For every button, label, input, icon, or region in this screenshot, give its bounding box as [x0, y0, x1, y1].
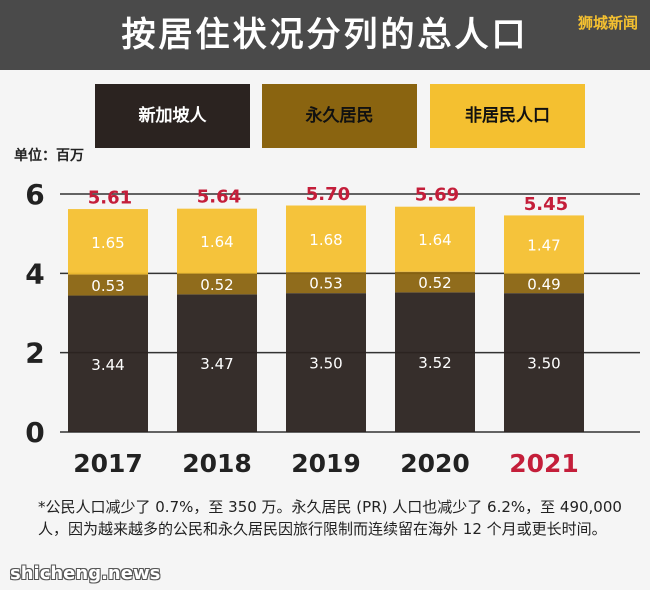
bar-segment: [68, 295, 148, 432]
legend-item-1: 新加坡人: [95, 84, 250, 148]
bar-value-label: 3.50: [527, 355, 560, 373]
bar-segment: [504, 293, 584, 432]
brand-logo: 狮城新闻: [577, 14, 638, 32]
x-tick-label: 2021: [509, 449, 579, 478]
total-label: 5.45: [524, 194, 568, 215]
total-label: 5.69: [415, 184, 459, 205]
bar-value-label: 3.47: [200, 355, 233, 373]
bar-segment: [177, 294, 257, 432]
bar-value-label: 3.50: [309, 355, 342, 373]
bar-value-label: 3.44: [91, 356, 124, 374]
y-tick-label: 2: [25, 337, 44, 370]
page-title: 按居住状况分列的总人口: [121, 15, 529, 55]
x-tick-label: 2018: [182, 449, 252, 478]
total-label: 5.61: [88, 187, 132, 208]
bar-segment: [286, 272, 366, 294]
x-tick-label: 2019: [291, 449, 361, 478]
bar-segment: [68, 209, 148, 275]
y-tick-label: 4: [25, 257, 44, 290]
total-label: 5.64: [197, 186, 241, 207]
unit-label: 单位：百万: [14, 148, 84, 164]
y-tick-label: 6: [25, 178, 44, 211]
bar-value-label: 0.52: [418, 274, 451, 292]
legend-item-3: 非居民人口: [430, 84, 585, 148]
bar-segment: [395, 206, 475, 272]
bar-segment: [286, 205, 366, 273]
watermark: shicheng.news: [10, 563, 161, 584]
bar-segment: [504, 273, 584, 294]
bar-value-label: 0.53: [309, 275, 342, 293]
total-label: 5.70: [306, 184, 350, 205]
bar-segment: [395, 271, 475, 293]
bar-value-label: 1.65: [91, 234, 124, 252]
x-tick-label: 2017: [73, 449, 143, 478]
y-tick-label: 0: [25, 416, 44, 449]
bar-segment: [177, 208, 257, 274]
bar-value-label: 1.47: [527, 237, 560, 255]
bar-value-label: 3.52: [418, 354, 451, 372]
legend-item-2: 永久居民: [262, 84, 417, 148]
bar-value-label: 1.64: [418, 231, 451, 249]
bar-value-label: 1.64: [200, 233, 233, 251]
bar-value-label: 0.52: [200, 276, 233, 294]
bar-segment: [177, 273, 257, 295]
bar-value-label: 0.53: [91, 277, 124, 295]
footnote: *公民人口减少了 0.7%，至 350 万。永久居民 (PR) 人口也减少了 6…: [38, 498, 622, 538]
bar-segment: [395, 292, 475, 432]
bar-value-label: 1.68: [309, 231, 342, 249]
bar-segment: [504, 215, 584, 274]
header-bar: [0, 0, 650, 70]
bar-segment: [286, 293, 366, 432]
bar-segment: [68, 274, 148, 296]
bar-value-label: 0.49: [527, 275, 560, 293]
stacked-bar-chart: 0 2 4 6 3.44 0.53 1.65 5.61 2017 3.47 0.52 1.64 5.64…: [25, 178, 640, 478]
x-tick-label: 2020: [400, 449, 470, 478]
